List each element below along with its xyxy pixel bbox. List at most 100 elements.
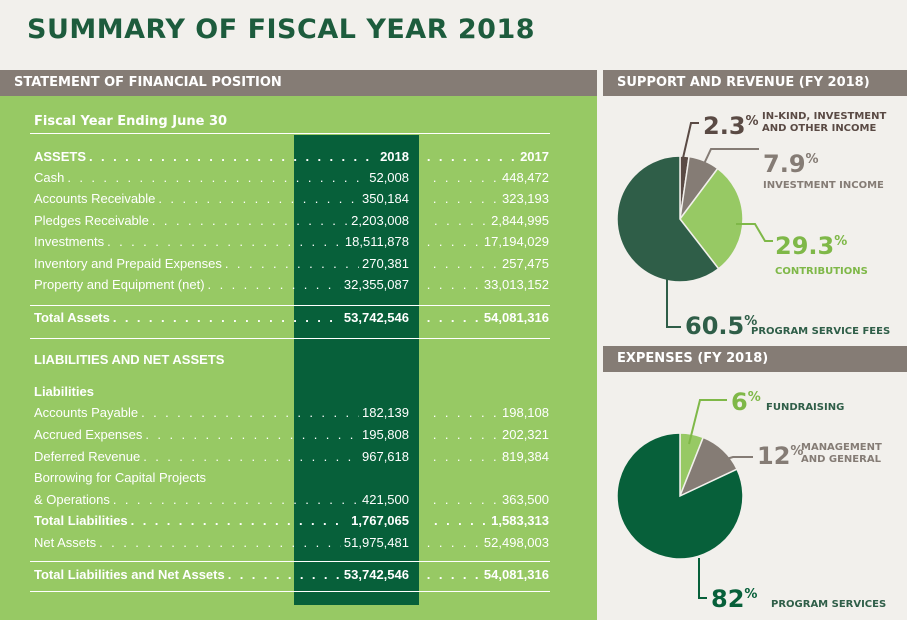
leader-dots: . . . . . . . . . . . . . . . . . . . . … [426, 535, 481, 550]
slice-percent: 7.9% [763, 150, 819, 178]
leader-dots: . . . . . . . . . . . . . . . . . . . . … [207, 277, 341, 292]
slice-label: PROGRAM SERVICE FEES [751, 326, 890, 337]
row-label: Accounts Payable [34, 405, 139, 420]
slice-percent: 12% [757, 442, 803, 470]
table-row: Deferred Revenue 967,618 819,384. . . . . … [34, 449, 549, 469]
divider [30, 338, 550, 339]
value-2017: 819,384 [502, 449, 549, 464]
slice-label: MANAGEMENT AND GENERAL [801, 442, 882, 465]
leader-dots: . . . . . . . . . . . . . . . . . . . . … [112, 492, 359, 507]
value-2017: 17,194,029 [483, 234, 549, 249]
row-label: Inventory and Prepaid Expenses [34, 256, 222, 271]
table-row: Cash 52,008 448,472. . . . . . . . . . . .… [34, 170, 549, 190]
value-2018: 195,808 [362, 427, 409, 442]
value-2018: 1,767,065 [351, 513, 409, 528]
value-2017: 54,081,316 [483, 310, 549, 325]
row-label: Property and Equipment (net) [34, 277, 205, 292]
slice-percent: 2.3% [703, 112, 759, 140]
row-label: Cash [34, 170, 65, 185]
leader-dots: . . . . . . . . . . . . . . . . . . . . … [426, 405, 499, 420]
row-label: & Operations [34, 492, 110, 507]
divider [30, 133, 550, 134]
leader-dots: . . . . . . . . . . . . . . . . . . . . … [224, 256, 359, 271]
row-label: Borrowing for Capital Projects [34, 470, 206, 485]
liabilities-section-title: LIABILITIES AND NET ASSETS [34, 352, 225, 367]
leader-dots: . . . . . . . . . . . . . . . . . . . . … [426, 513, 489, 528]
leader-dots: . . . . . . . . . . . . . . . . . . . . … [227, 567, 341, 582]
row-label: Total Liabilities and Net Assets [34, 567, 225, 582]
slice-label: FUNDRAISING [766, 402, 844, 413]
value-2017: 257,475 [502, 256, 549, 271]
table-row: Pledges Receivable 2,203,008 2,844,995. . … [34, 213, 549, 233]
leader-dots: . . . . . . . . . . . . . . . . . . . . … [426, 310, 481, 325]
pie-slice-program-service-fees [616, 155, 720, 283]
slice-label: INVESTMENT INCOME [763, 180, 884, 191]
leader-dots: . . . . . . . . . . . . . . . . . . . . … [426, 149, 518, 164]
page-title: SUMMARY OF FISCAL YEAR 2018 [27, 14, 536, 45]
callout-line [698, 558, 707, 599]
leader-dots: . . . . . . . . . . . . . . . . . . . . … [426, 191, 499, 206]
value-2018: 182,139 [362, 405, 409, 420]
table-row: Net Assets 51,975,481 52,498,003. . . . . … [34, 535, 549, 555]
value-2017: 1,583,313 [491, 513, 549, 528]
leader-dots: . . . . . . . . . . . . . . . . . . . . … [158, 191, 359, 206]
leader-dots: . . . . . . . . . . . . . . . . . . . . … [151, 213, 348, 228]
row-label: Pledges Receivable [34, 213, 149, 228]
callout-line [666, 276, 681, 328]
slice-percent: 29.3% [775, 232, 847, 260]
revenue-pie-chart: 2.3% IN-KIND, INVESTMENT AND OTHER INCOME 7… [616, 111, 890, 340]
value-2018: 350,184 [362, 191, 409, 206]
financial-position-header: STATEMENT OF FINANCIAL POSITION [0, 70, 597, 96]
row-label: Total Liabilities [34, 513, 128, 528]
value-2017: 202,321 [502, 427, 549, 442]
leader-dots: . . . . . . . . . . . . . . . . . . . . … [107, 234, 342, 249]
fiscal-year-label: Fiscal Year Ending June 30 [34, 114, 228, 129]
leader-dots: . . . . . . . . . . . . . . . . . . . . … [426, 256, 499, 271]
value-2018: 18,511,878 [344, 234, 409, 249]
value-2017: 52,498,003 [483, 535, 549, 550]
table-row: Accounts Receivable 350,184 323,193. . . .… [34, 191, 549, 211]
revenue-chart-header: SUPPORT AND REVENUE (FY 2018) [603, 70, 907, 96]
slice-percent: 60.5% [685, 312, 757, 340]
table-row: Accrued Expenses 195,808 202,321. . . . . … [34, 427, 549, 447]
leader-dots: . . . . . . . . . . . . . . . . . . . . … [89, 149, 377, 164]
leader-dots: . . . . . . . . . . . . . . . . . . . . … [426, 492, 499, 507]
row-label: Investments [34, 234, 105, 249]
leader-dots: . . . . . . . . . . . . . . . . . . . . … [143, 449, 359, 464]
callout-line [722, 456, 753, 461]
row-label: Accrued Expenses [34, 427, 143, 442]
callout-line [736, 223, 773, 242]
slice-label: CONTRIBUTIONS [775, 266, 868, 277]
value-2017: 323,193 [502, 191, 549, 206]
leader-dots: . . . . . . . . . . . . . . . . . . . . … [426, 234, 481, 249]
row-label: Deferred Revenue [34, 449, 141, 464]
value-2017: 363,500 [502, 492, 549, 507]
leader-dots: . . . . . . . . . . . . . . . . . . . . … [67, 170, 366, 185]
expenses-pie-chart: 6% FUNDRAISING 12%MANAGEMENT AND GENERAL 82%… [616, 388, 886, 613]
pie-slice-program-services [616, 432, 744, 560]
leader-dots: . . . . . . . . . . . . . . . . . . . . … [141, 405, 359, 420]
slice-percent: 6% [731, 388, 761, 416]
leader-dots: . . . . . . . . . . . . . . . . . . . . … [130, 513, 348, 528]
table-row: Total Liabilities and Net Assets 53,742,5… [34, 567, 549, 587]
value-2017: 198,108 [502, 405, 549, 420]
row-label: ASSETS [34, 149, 87, 164]
value-2017: 2017 [520, 149, 549, 164]
table-row: Inventory and Prepaid Expenses 270,381 257… [34, 256, 549, 276]
callout-line [702, 148, 759, 167]
leader-dots: . . . . . . . . . . . . . . . . . . . . … [426, 427, 499, 442]
value-2017: 2,844,995 [491, 213, 549, 228]
row-label: Net Assets [34, 535, 97, 550]
table-row: Investments 18,511,878 17,194,029. . . . .… [34, 234, 549, 254]
table-row: Property and Equipment (net) 32,355,087 33… [34, 277, 549, 297]
value-2018: 270,381 [362, 256, 409, 271]
expenses-chart-header: EXPENSES (FY 2018) [603, 346, 907, 372]
year-2018-column [294, 135, 419, 605]
leader-dots: . . . . . . . . . . . . . . . . . . . . … [145, 427, 359, 442]
leader-dots: . . . . . . . . . . . . . . . . . . . . … [99, 535, 341, 550]
value-2018: 421,500 [362, 492, 409, 507]
table-row: & Operations 421,500 363,500. . . . . . . … [34, 492, 549, 512]
leader-dots: . . . . . . . . . . . . . . . . . . . . … [112, 310, 341, 325]
table-row: Borrowing for Capital Projects [34, 470, 549, 490]
divider [30, 591, 550, 592]
